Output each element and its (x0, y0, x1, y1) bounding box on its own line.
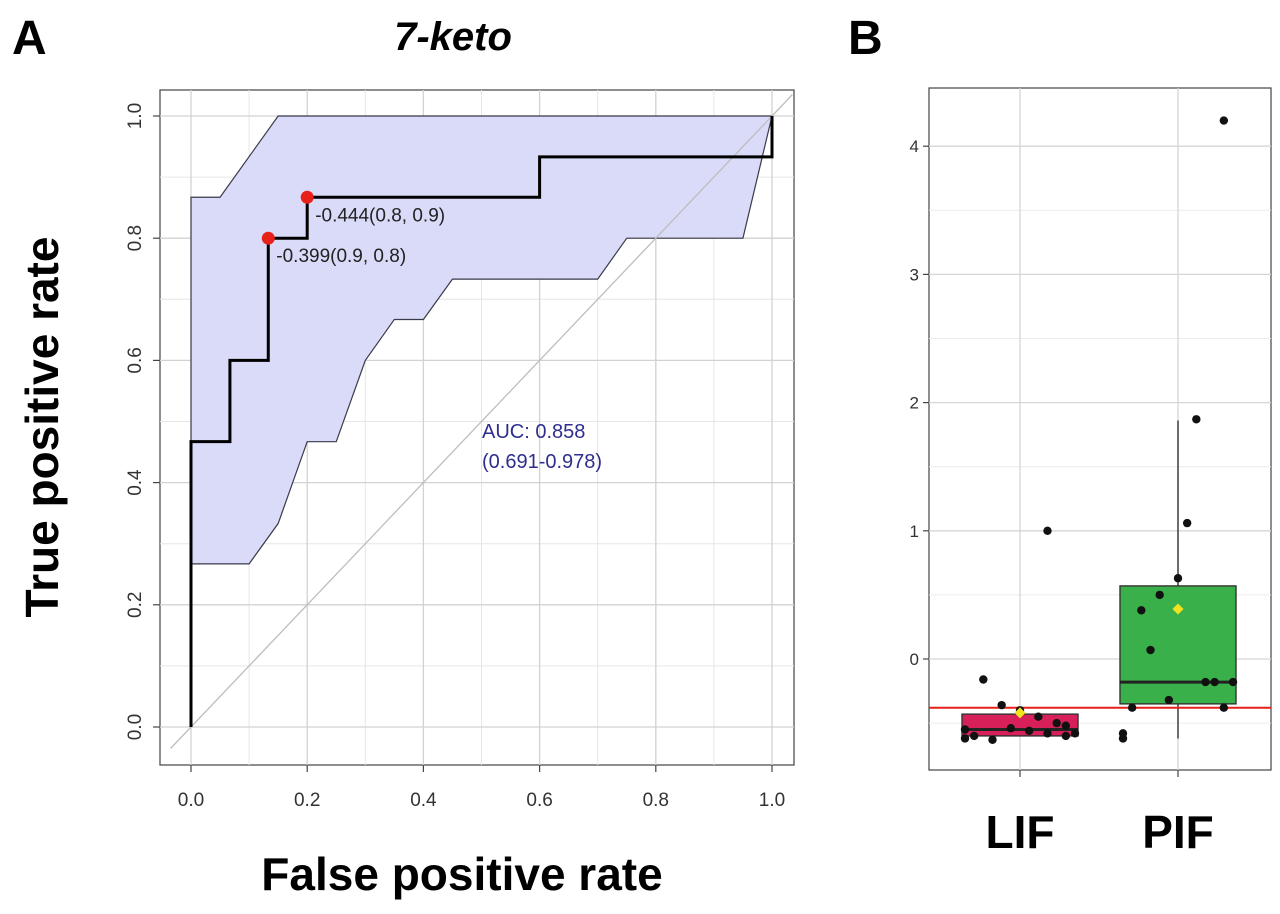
box-data-point (960, 725, 970, 734)
box-data-point (1006, 724, 1016, 733)
roc-y-tick-labels: 0.0 0.2 0.4 0.6 0.8 1.0 (125, 103, 160, 740)
box-data-point (1061, 721, 1071, 730)
roc-threshold-label: -0.444(0.8, 0.9) (315, 205, 445, 226)
box-data-point (1146, 645, 1155, 655)
box-y-tick-label: 1 (910, 522, 919, 541)
box-data-point (1024, 726, 1034, 735)
box-y-tick-label: 4 (910, 137, 919, 156)
roc-y-tick-label: 0.8 (125, 225, 146, 251)
box-data-point (1219, 116, 1229, 125)
panel-a-label: A (12, 12, 47, 65)
roc-y-tick-label: 0.0 (125, 714, 146, 740)
box-data-point (1173, 574, 1183, 583)
roc-x-tick-label: 0.4 (410, 790, 437, 811)
box-data-point (1219, 703, 1229, 712)
roc-threshold-point (300, 190, 314, 204)
roc-x-tick-label: 0.0 (178, 790, 204, 811)
roc-confidence-band (190, 115, 773, 565)
box-data-point (1052, 718, 1061, 728)
box-data-point (960, 734, 970, 743)
roc-threshold-points: -0.444(0.8, 0.9) -0.399(0.9, 0.8) (261, 190, 445, 267)
box-data-point (988, 735, 997, 744)
box-data-point (1118, 729, 1128, 738)
roc-chart-title: 7-keto (394, 15, 512, 59)
box-data-point (1182, 518, 1192, 528)
roc-threshold-label: -0.399(0.9, 0.8) (276, 246, 406, 267)
roc-chart: 7-keto -0.444(0.8, 0.9)-0.399(0.9, 0.8) … (16, 15, 795, 900)
box-mean-marker (1014, 707, 1026, 719)
roc-threshold-point (261, 231, 275, 245)
box-data-point (969, 731, 979, 741)
box-data-point (979, 675, 988, 684)
box-data-point (1192, 415, 1201, 424)
box-category-label: LIF (986, 806, 1055, 858)
box-data-point (1127, 703, 1137, 712)
roc-x-axis-label: False positive rate (261, 848, 662, 900)
box-data-point (1155, 590, 1164, 600)
box-data-point (1228, 677, 1238, 687)
box-mean-markers (1014, 603, 1184, 719)
box-chart: 0 1 2 3 4 LIF PIF (910, 87, 1272, 858)
box-data-points (960, 116, 1238, 744)
auc-annotation: AUC: 0.858 (482, 421, 585, 443)
box-data-point (1061, 731, 1071, 741)
roc-y-tick-label: 0.2 (125, 592, 146, 618)
roc-x-tick-label: 1.0 (759, 790, 785, 811)
box-data-point (1137, 606, 1146, 615)
roc-reference-diagonal (170, 94, 793, 749)
box-data-point (1164, 695, 1174, 705)
box-y-tick-label: 2 (910, 394, 919, 413)
box-y-tick-label: 0 (910, 650, 919, 669)
roc-x-tick-label: 0.2 (294, 790, 320, 811)
roc-x-tick-labels: 0.0 0.2 0.4 0.6 0.8 1.0 (178, 765, 785, 811)
roc-y-axis-label: True positive rate (16, 237, 68, 618)
box-data-point (1210, 677, 1219, 687)
box-data-point (1043, 729, 1052, 738)
box-data-point (1043, 526, 1052, 535)
box-category-labels: LIF PIF (986, 770, 1214, 858)
auc-ci-annotation: (0.691-0.978) (482, 451, 602, 473)
box-data-point (1034, 712, 1043, 721)
box-y-tick-label: 3 (910, 265, 919, 284)
panel-b-label: B (848, 12, 883, 65)
roc-y-tick-label: 1.0 (125, 103, 146, 129)
box-y-tick-labels: 0 1 2 3 4 (910, 137, 929, 669)
roc-x-tick-label: 0.8 (643, 790, 669, 811)
box-data-point (1070, 729, 1080, 738)
roc-y-tick-label: 0.4 (125, 469, 146, 496)
box-mean-marker (1172, 603, 1184, 615)
roc-y-tick-label: 0.6 (125, 347, 146, 373)
box-data-point (1201, 677, 1210, 687)
box-category-label: PIF (1142, 806, 1214, 858)
box-data-point (997, 700, 1006, 710)
roc-curve (189, 116, 774, 727)
roc-x-tick-label: 0.6 (526, 790, 552, 811)
